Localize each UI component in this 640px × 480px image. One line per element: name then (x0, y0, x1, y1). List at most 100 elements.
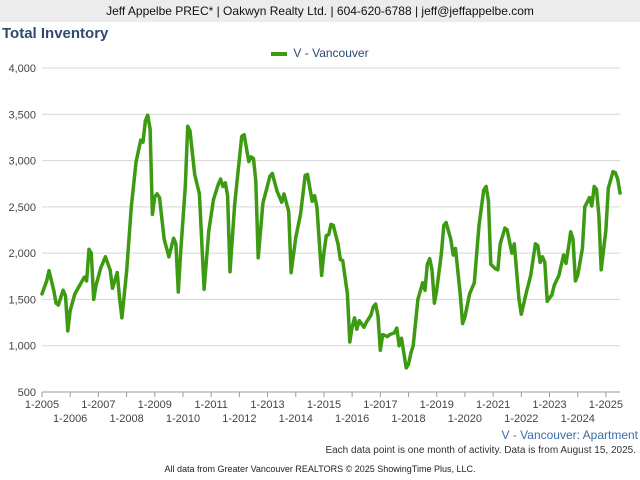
data-point (202, 287, 206, 291)
data-point (68, 308, 72, 313)
data-point (233, 202, 237, 206)
data-point (533, 242, 538, 246)
data-point (562, 253, 566, 257)
data-point (315, 205, 319, 209)
y-tick-label: 1,000 (8, 341, 36, 353)
data-point (357, 319, 361, 323)
series-line-vancouver (40, 113, 622, 370)
data-point (226, 194, 230, 198)
data-point (449, 237, 453, 241)
data-point (172, 236, 176, 240)
data-point (425, 262, 429, 266)
data-point (82, 275, 86, 279)
data-point (223, 181, 227, 185)
data-point (139, 138, 143, 142)
data-point (597, 214, 601, 218)
data-point (587, 196, 592, 200)
data-point (341, 258, 345, 263)
data-point (146, 113, 150, 117)
data-point (529, 273, 533, 277)
data-point (270, 171, 274, 176)
data-point (247, 159, 251, 164)
data-point (463, 315, 467, 319)
data-point (540, 255, 545, 259)
data-point (324, 234, 328, 238)
data-point (606, 186, 610, 190)
data-point (92, 297, 96, 301)
data-point (188, 129, 192, 133)
data-point (155, 192, 159, 196)
y-tick-label: 3,000 (8, 156, 36, 168)
data-point (461, 321, 465, 326)
series-label-apartment: V - Vancouver: Apartment (501, 428, 638, 442)
data-point (40, 292, 44, 296)
data-point (275, 189, 279, 193)
data-point (54, 301, 58, 305)
data-point (167, 255, 171, 259)
data-point (552, 283, 556, 288)
data-point (115, 271, 119, 275)
x-tick-label: 1-2016 (335, 413, 369, 425)
data-point (193, 172, 197, 177)
data-point (108, 268, 112, 272)
legend-series-label: V - Vancouver (293, 46, 369, 60)
data-point (477, 223, 481, 227)
data-point (590, 204, 594, 208)
data-point (117, 296, 122, 300)
y-tick-label: 2,500 (8, 202, 36, 214)
data-point (197, 192, 201, 196)
x-tick-label: 1-2023 (532, 399, 566, 411)
data-point (153, 195, 157, 199)
data-point (432, 301, 436, 305)
data-point (254, 179, 258, 183)
x-tick-label: 1-2015 (307, 399, 341, 411)
data-point (45, 279, 49, 283)
data-point (73, 292, 77, 296)
data-point (583, 205, 587, 209)
data-point (392, 331, 396, 335)
data-point (503, 226, 507, 230)
chart-legend[interactable]: V - Vancouver (0, 46, 640, 60)
data-point (482, 188, 486, 192)
data-point (66, 329, 70, 333)
data-point (411, 344, 415, 348)
data-point (435, 288, 439, 292)
y-tick-label: 500 (18, 387, 36, 399)
data-point (550, 293, 554, 297)
data-point (211, 197, 216, 202)
data-point (618, 191, 622, 195)
data-point (498, 242, 502, 246)
data-point (604, 228, 608, 232)
data-point (569, 230, 573, 234)
x-tick-label: 1-2005 (25, 399, 59, 411)
data-point (174, 242, 178, 246)
data-source: All data from Greater Vancouver REALTORS… (164, 464, 476, 474)
data-point (592, 184, 596, 189)
data-point (336, 242, 340, 246)
data-point (228, 270, 232, 274)
data-point (134, 160, 138, 164)
data-point (310, 199, 314, 203)
data-point (110, 286, 115, 290)
data-point (486, 198, 490, 202)
data-point (183, 184, 187, 189)
data-point (381, 333, 385, 337)
data-point (94, 283, 98, 288)
data-point (519, 312, 523, 316)
agent-contact-banner: Jeff Appelbe PREC* | Oakwyn Realty Ltd. … (0, 0, 640, 22)
data-point (388, 333, 392, 337)
x-tick-label: 1-2014 (279, 413, 313, 425)
data-point (395, 326, 399, 330)
x-tick-label: 1-2007 (81, 399, 115, 411)
data-point (430, 268, 434, 272)
data-point (397, 344, 401, 348)
data-point (221, 184, 225, 189)
data-point (240, 134, 244, 139)
data-point (510, 251, 514, 255)
data-point (399, 336, 404, 340)
data-point (52, 288, 56, 292)
data-point (249, 155, 253, 159)
data-point (322, 250, 326, 254)
data-point (406, 362, 411, 366)
